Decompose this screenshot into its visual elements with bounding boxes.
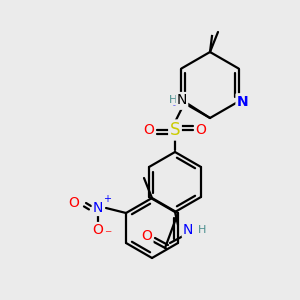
Text: H: H xyxy=(169,95,177,105)
Text: N: N xyxy=(177,93,187,107)
Text: O: O xyxy=(69,196,80,210)
Text: O: O xyxy=(93,223,104,237)
Text: N: N xyxy=(183,223,193,237)
Text: O: O xyxy=(196,123,206,137)
Text: N: N xyxy=(172,94,183,109)
Text: O: O xyxy=(144,123,154,137)
Text: ⁻: ⁻ xyxy=(104,228,112,242)
Text: O: O xyxy=(142,229,152,243)
Text: N: N xyxy=(237,94,248,109)
Text: H: H xyxy=(198,225,206,235)
Text: +: + xyxy=(103,194,111,204)
Text: N: N xyxy=(93,201,103,215)
Text: S: S xyxy=(170,121,180,139)
